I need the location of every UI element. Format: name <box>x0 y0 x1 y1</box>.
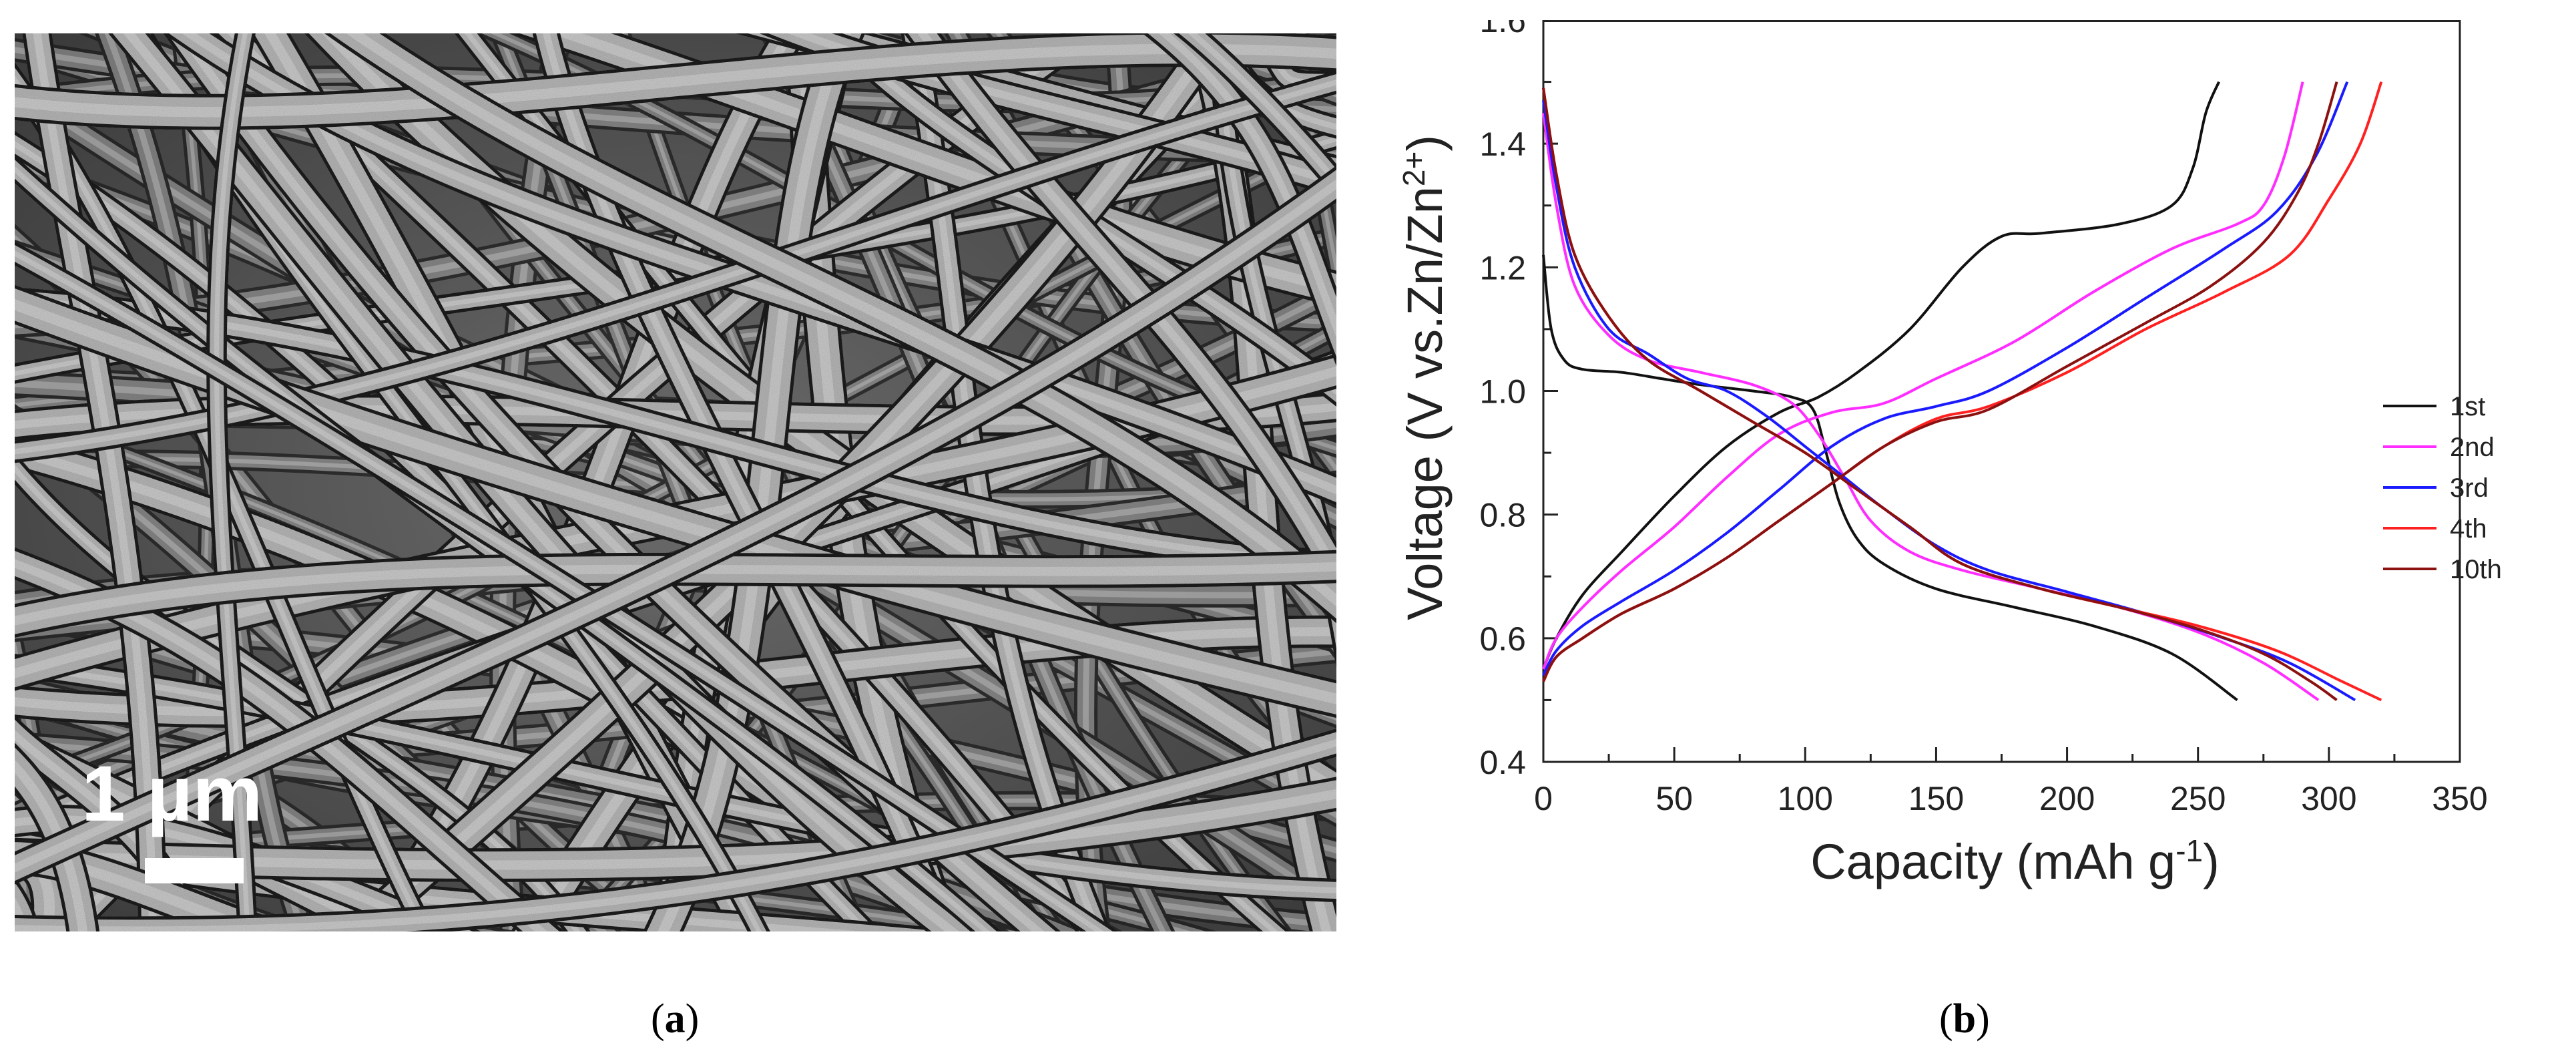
fiber-highlight <box>322 33 1336 796</box>
y-axis-title-sup: 2+ <box>1396 152 1431 186</box>
x-tick-label: 350 <box>2432 780 2487 817</box>
legend-label: 10th <box>2450 555 2502 584</box>
y-tick-label: 0.6 <box>1479 620 1526 658</box>
x-tick-label: 100 <box>1778 780 1833 817</box>
fiber-highlight <box>15 759 88 931</box>
fiber-highlight <box>15 298 1336 704</box>
series-lines <box>1542 81 2383 702</box>
legend: 1st 2nd 3rd 4th 10th <box>2383 392 2502 584</box>
series-line-4th-discharge <box>1542 87 2382 702</box>
panel-a-caption: (a) <box>651 998 699 1040</box>
y-tick-label: 1.0 <box>1479 373 1526 411</box>
caption-open-paren: ( <box>1939 996 1953 1042</box>
y-axis-title: Voltage (V vs.Zn/Zn2+) <box>1396 135 1453 620</box>
scale-bar <box>145 858 244 883</box>
x-tick-label: 300 <box>2301 780 2356 817</box>
series-line-3rd-charge <box>1542 81 2349 676</box>
panel-b-caption: (b) <box>1939 998 1990 1040</box>
y-tick-label: 0.4 <box>1479 744 1526 781</box>
y-axis-ticks: 0.4 0.6 0.8 1.0 1.2 1.4 1.6 <box>1479 20 1558 781</box>
x-axis-title-main: Capacity (mAh g <box>1810 834 2175 889</box>
y-tick-label: 1.6 <box>1479 20 1526 39</box>
x-tick-label: 0 <box>1534 780 1553 817</box>
fiber-highlight <box>15 562 1336 626</box>
y-tick-label: 1.4 <box>1479 126 1526 163</box>
scale-bar-label: 1 µm <box>81 750 263 838</box>
y-axis-title-end: ) <box>1397 135 1453 152</box>
fiber-highlight <box>15 179 1336 873</box>
series-line-1st-discharge <box>1542 254 2238 702</box>
axes: 0 50 100 150 200 250 300 350 0.4 0.6 0.8 1.0 1.2 1.4… <box>1396 20 2488 889</box>
x-tick-label: 200 <box>2039 780 2095 817</box>
legend-label: 3rd <box>2450 473 2489 503</box>
legend-label: 1st <box>2450 392 2485 421</box>
legend-label: 4th <box>2450 514 2487 544</box>
x-axis-title: Capacity (mAh g-1) <box>1810 833 2220 889</box>
series-line-3rd-discharge <box>1542 100 2356 702</box>
caption-letter: a <box>664 996 686 1042</box>
series-line-2nd-charge <box>1542 81 2304 670</box>
x-axis-title-sup: -1 <box>2175 833 2203 868</box>
series-line-10th-charge <box>1542 81 2338 682</box>
x-tick-label: 50 <box>1655 780 1693 817</box>
x-tick-label: 250 <box>2170 780 2226 817</box>
fiber-network-image <box>15 33 1336 931</box>
x-axis-title-end: ) <box>2203 834 2220 889</box>
caption-open-paren: ( <box>651 996 665 1042</box>
series-line-1st-charge <box>1542 81 2220 670</box>
voltage-capacity-chart: 0 50 100 150 200 250 300 350 0.4 0.6 0.8 1.0 1.2 1.4… <box>1388 20 2576 955</box>
caption-close-paren: ) <box>1976 996 1990 1042</box>
fiber-highlight <box>15 43 1336 118</box>
fiber-highlight <box>214 33 250 931</box>
y-tick-label: 0.8 <box>1479 497 1526 534</box>
x-axis-ticks: 0 50 100 150 200 250 300 350 <box>1534 747 2488 817</box>
fiber-highlight <box>1158 33 1336 338</box>
fiber-highlight <box>15 79 1336 455</box>
caption-letter: b <box>1953 996 1977 1042</box>
x-tick-label: 150 <box>1908 780 1964 817</box>
sem-micrograph: 1 µm <box>15 33 1336 931</box>
fiber-highlight <box>346 33 1336 607</box>
chart-canvas: 0 50 100 150 200 250 300 350 0.4 0.6 0.8 1.0 1.2 1.4… <box>1396 20 2502 889</box>
legend-label: 2nd <box>2450 433 2495 462</box>
y-tick-label: 1.2 <box>1479 249 1526 286</box>
fiber-highlight <box>15 739 1336 931</box>
y-axis-title-main: Voltage (V vs.Zn/Zn <box>1397 186 1453 620</box>
series-line-10th-discharge <box>1542 87 2338 702</box>
caption-close-paren: ) <box>685 996 700 1042</box>
